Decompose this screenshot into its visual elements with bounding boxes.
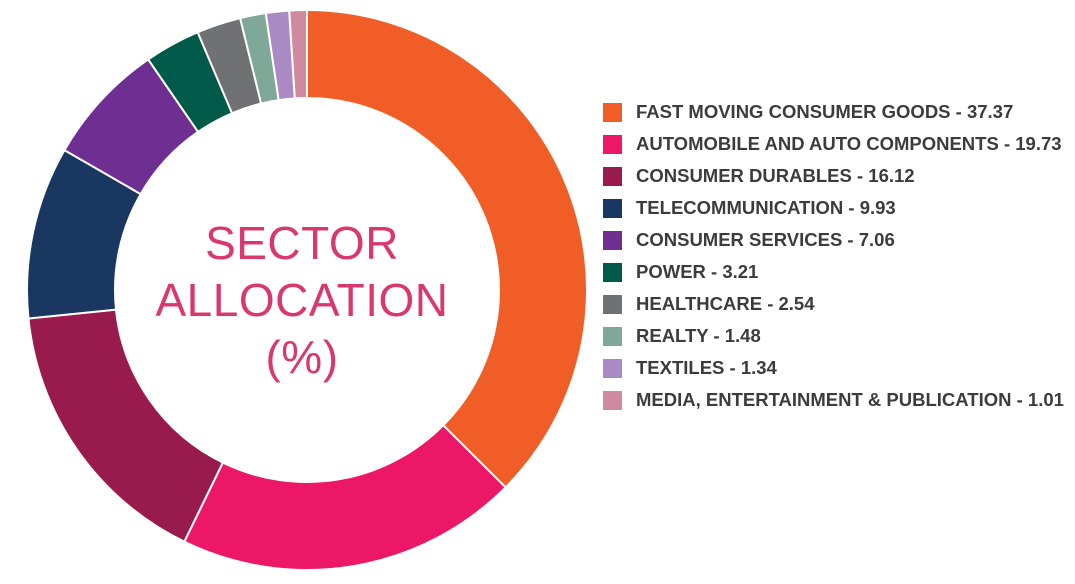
legend-item: REALTY - 1.48: [603, 323, 1073, 349]
center-title-line1: SECTOR: [205, 217, 399, 269]
legend-label: HEALTHCARE - 2.54: [636, 293, 815, 314]
legend-item: CONSUMER SERVICES - 7.06: [603, 227, 1073, 253]
legend-label: CONSUMER SERVICES - 7.06: [636, 229, 895, 250]
legend-swatch: [603, 359, 622, 378]
donut-slice-media-entertainment-publication: [288, 8, 308, 100]
legend-item: POWER - 3.21: [603, 259, 1073, 285]
legend-item: TELECOMMUNICATION - 9.93: [603, 195, 1073, 221]
legend-swatch: [603, 199, 622, 218]
legend-label: TELECOMMUNICATION - 9.93: [636, 197, 896, 218]
legend-label: CONSUMER DURABLES - 16.12: [636, 165, 915, 186]
legend-label: REALTY - 1.48: [636, 325, 761, 346]
legend-swatch: [603, 391, 622, 410]
legend-swatch: [603, 263, 622, 282]
sector-allocation-chart: SECTOR ALLOCATION (%): [26, 8, 588, 571]
legend-label: TEXTILES - 1.34: [636, 357, 777, 378]
legend-swatch: [603, 167, 622, 186]
legend-item: AUTOMOBILE AND AUTO COMPONENTS - 19.73: [603, 131, 1073, 157]
legend-swatch: [603, 295, 622, 314]
donut-chart: [26, 8, 588, 571]
legend-label: MEDIA, ENTERTAINMENT & PUBLICATION - 1.0…: [636, 389, 1064, 410]
donut-slice-fast-moving-consumer-goods: [306, 8, 588, 489]
legend-item: FAST MOVING CONSUMER GOODS - 37.37: [603, 99, 1073, 125]
center-title-line2: ALLOCATION: [155, 274, 449, 326]
legend-item: MEDIA, ENTERTAINMENT & PUBLICATION - 1.0…: [603, 387, 1073, 413]
legend-swatch: [603, 135, 622, 154]
legend-swatch: [603, 103, 622, 122]
donut-slice-automobile-and-auto-components: [182, 423, 508, 571]
legend-swatch: [603, 231, 622, 250]
center-title-line3: (%): [265, 331, 339, 383]
chart-legend: FAST MOVING CONSUMER GOODS - 37.37 AUTOMO…: [603, 99, 1073, 419]
legend-item: TEXTILES - 1.34: [603, 355, 1073, 381]
legend-label: POWER - 3.21: [636, 261, 759, 282]
legend-label: AUTOMOBILE AND AUTO COMPONENTS - 19.73: [636, 133, 1062, 154]
center-title: SECTOR ALLOCATION (%): [122, 215, 482, 386]
legend-label: FAST MOVING CONSUMER GOODS - 37.37: [636, 101, 1014, 122]
legend-item: HEALTHCARE - 2.54: [603, 291, 1073, 317]
legend-item: CONSUMER DURABLES - 16.12: [603, 163, 1073, 189]
legend-swatch: [603, 327, 622, 346]
